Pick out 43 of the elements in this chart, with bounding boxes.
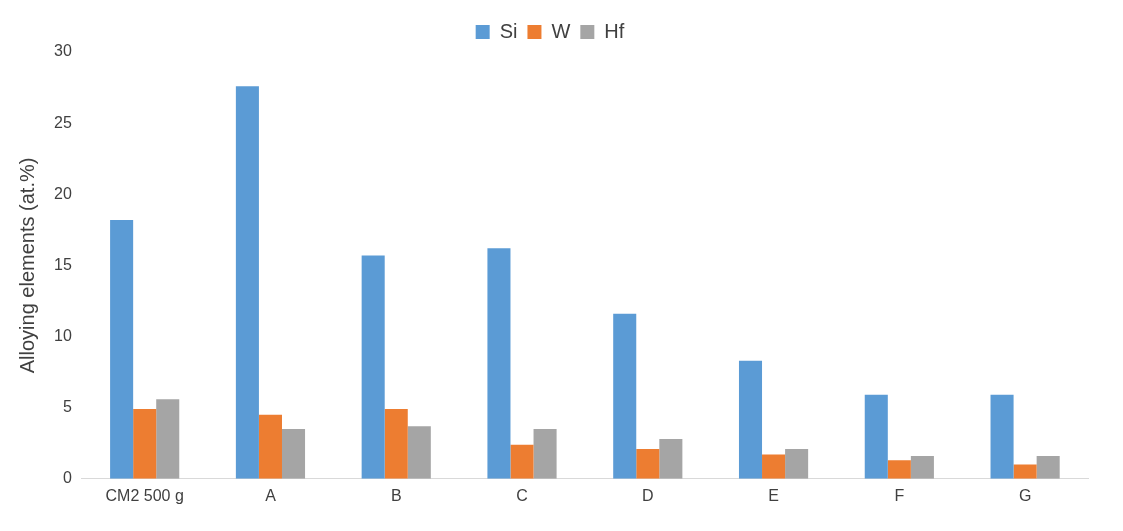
bar	[133, 409, 157, 479]
bar	[864, 394, 888, 479]
bar	[487, 248, 511, 479]
x-tick-label: D	[642, 486, 654, 504]
y-tick-label: 15	[54, 255, 72, 273]
bar	[1013, 464, 1037, 479]
bar	[762, 454, 786, 479]
x-tick-label: A	[265, 486, 277, 504]
bar	[613, 313, 637, 479]
bar	[156, 399, 180, 479]
bar	[887, 460, 911, 479]
bar	[407, 426, 431, 479]
bar	[785, 448, 809, 479]
bar	[384, 409, 408, 479]
x-tick-label: F	[894, 486, 905, 504]
x-tick-label: G	[1018, 486, 1032, 504]
bar	[361, 255, 385, 479]
bar	[281, 429, 306, 479]
bar	[235, 86, 259, 479]
bar	[659, 438, 683, 479]
bar	[533, 429, 557, 479]
bar	[258, 414, 282, 479]
bar	[1036, 456, 1060, 479]
bar	[738, 360, 763, 479]
y-tick-label: 25	[54, 113, 72, 131]
y-tick-label: 5	[62, 398, 72, 416]
x-tick-label: C	[516, 486, 528, 504]
x-tick-label: CM2 500 g	[105, 486, 184, 504]
x-tick-label: B	[390, 486, 402, 504]
bar	[910, 456, 934, 479]
legend-label: Hf	[604, 19, 625, 42]
bar	[636, 448, 660, 479]
bar	[990, 394, 1014, 479]
x-tick-label: E	[768, 486, 779, 504]
bar	[110, 219, 134, 479]
legend-label: Si	[499, 19, 518, 42]
bar	[510, 444, 534, 479]
y-axis-title: Alloying elements (at.%)	[15, 157, 38, 374]
legend-label: W	[551, 19, 571, 42]
y-tick-label: 30	[54, 42, 72, 60]
y-tick-label: 10	[54, 326, 72, 344]
y-tick-label: 20	[54, 184, 72, 202]
y-tick-label: 0	[62, 469, 72, 487]
